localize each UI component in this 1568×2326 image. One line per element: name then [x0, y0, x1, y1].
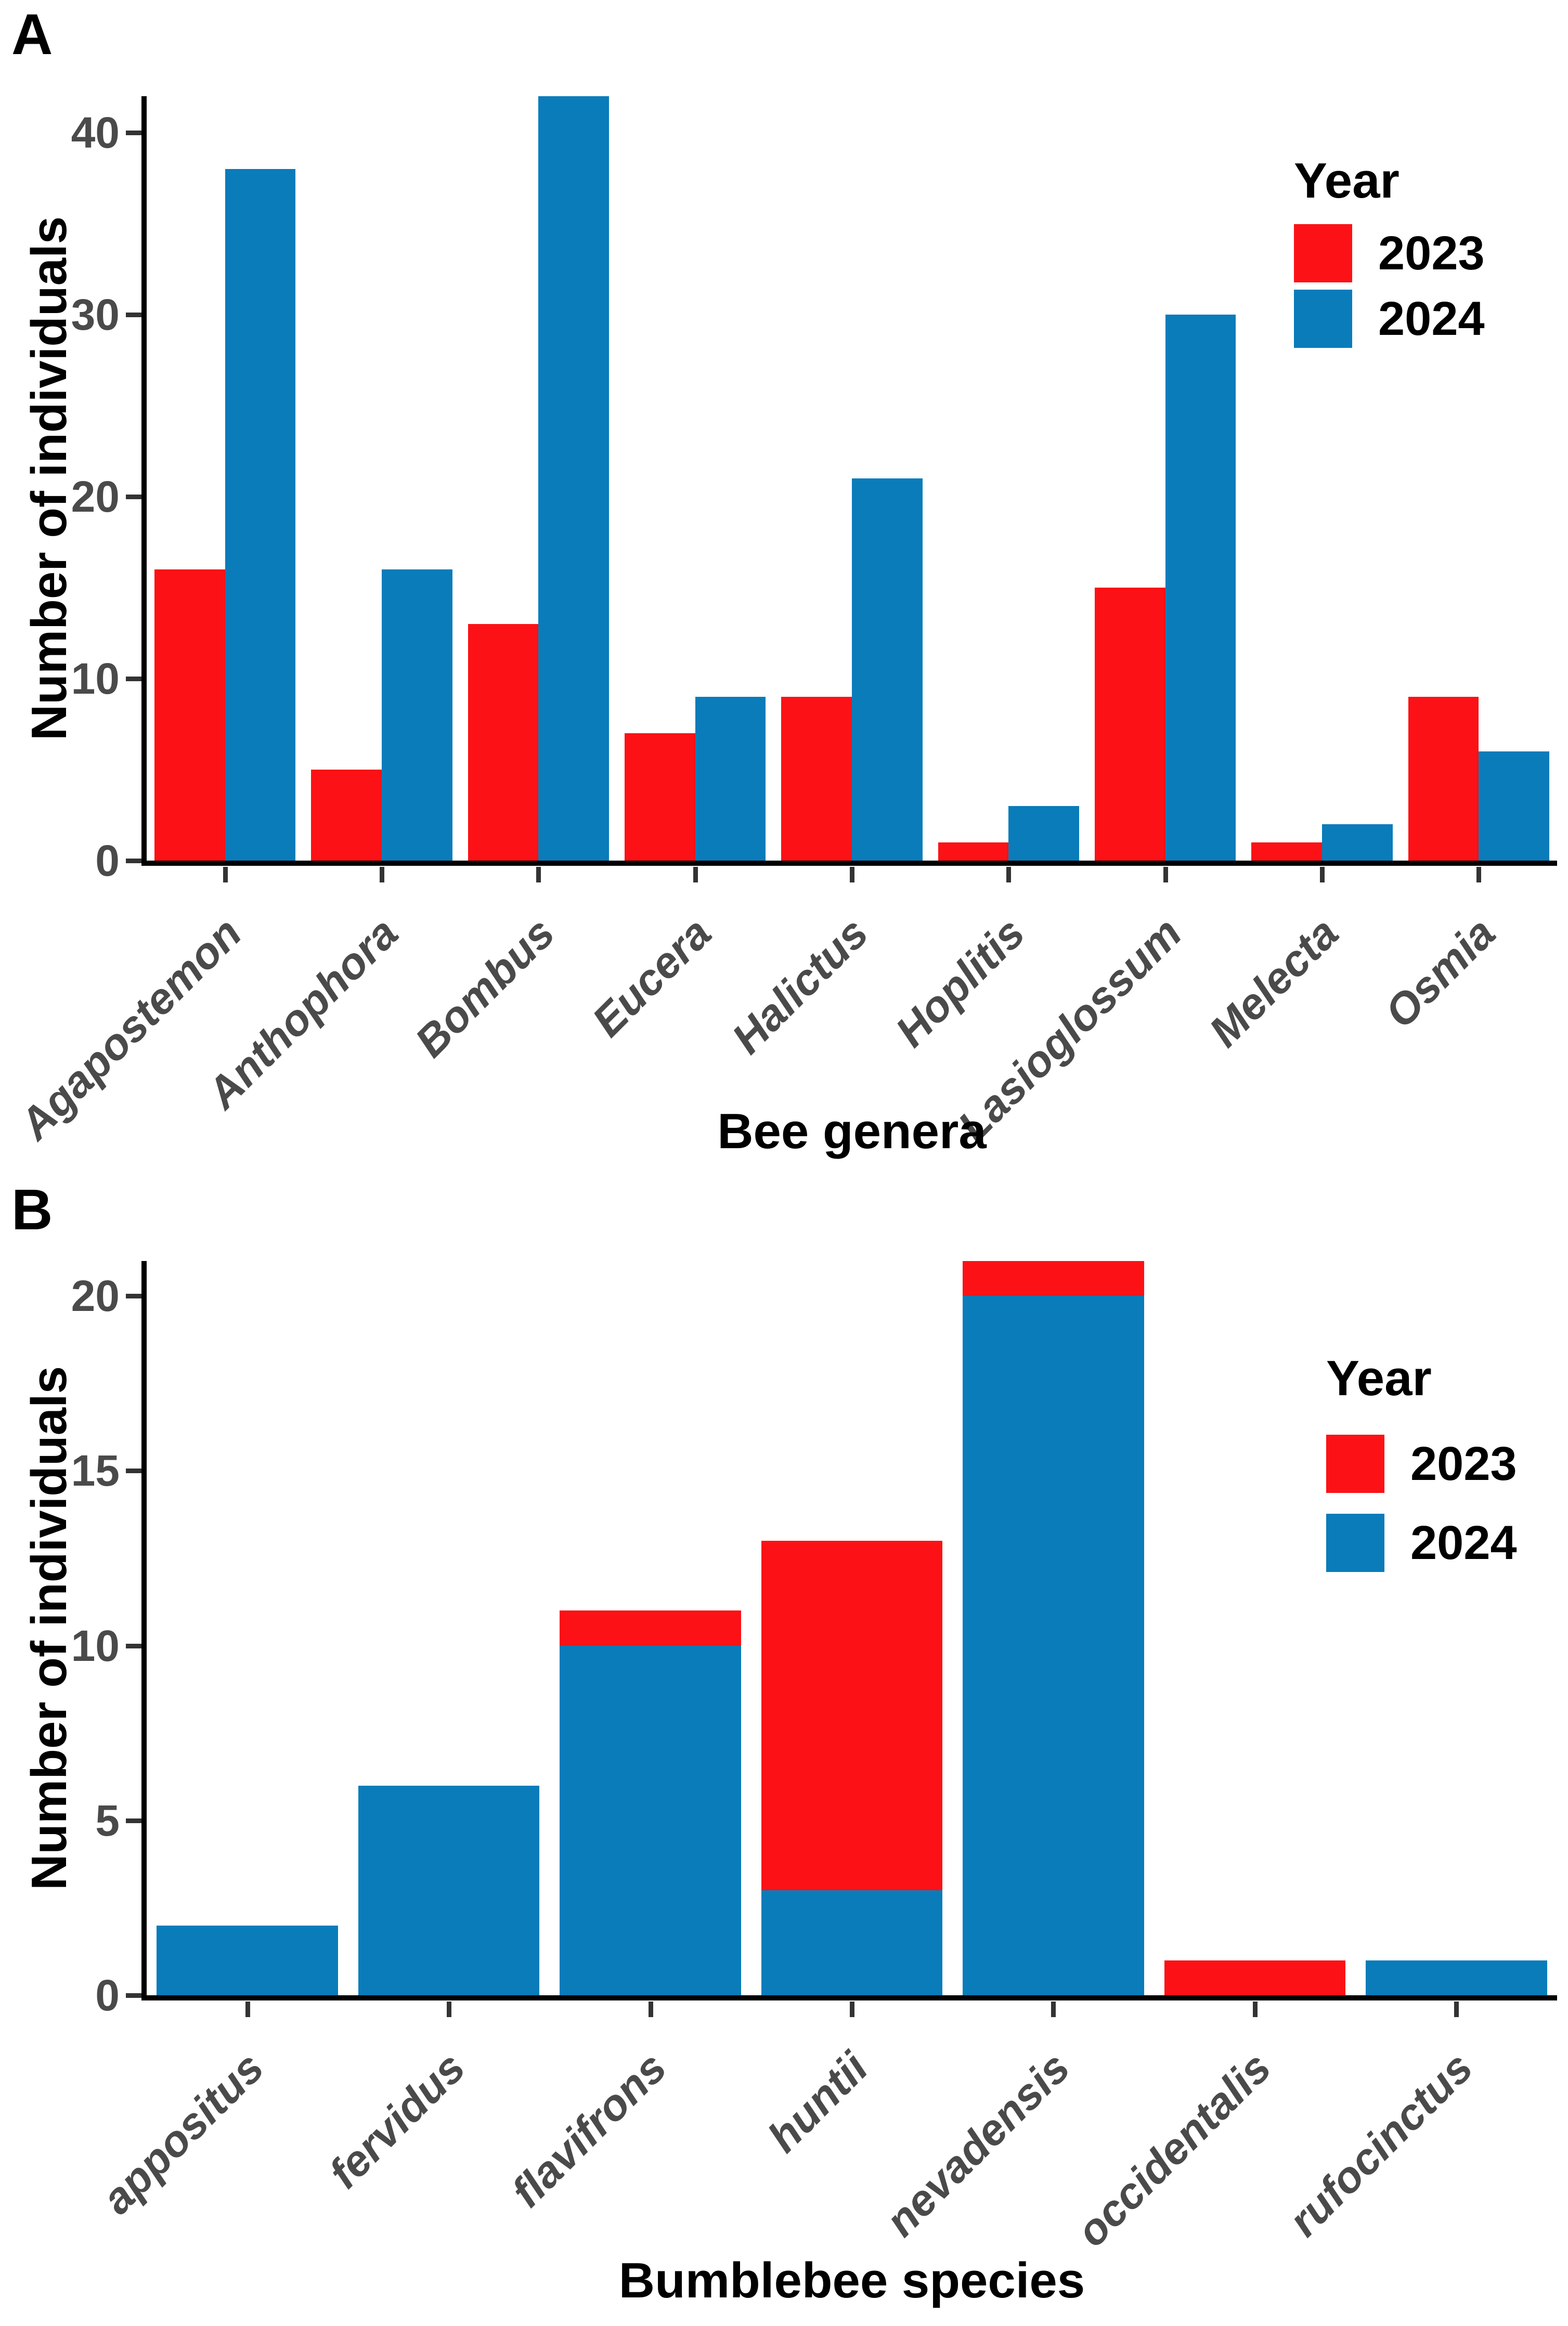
- y-tick-label-15: 15: [71, 1446, 120, 1496]
- bar-2024-Hoplitis: [1008, 806, 1079, 861]
- x-tick-label-appositus: appositus: [92, 2043, 273, 2224]
- x-tick-Osmia: [1476, 867, 1482, 882]
- x-tick-flavifrons: [648, 2002, 653, 2017]
- bar-2023-Agapostemon: [154, 569, 225, 861]
- x-tick-appositus: [245, 2002, 250, 2017]
- legend-label-2024: 2024: [1378, 292, 1485, 345]
- y-tick-label-20: 20: [71, 472, 120, 521]
- x-tick-fervidus: [447, 2002, 452, 2017]
- y-tick-30: [126, 313, 141, 317]
- x-axis-title-a: Bee genera: [717, 1103, 987, 1159]
- y-tick-label-0: 0: [95, 1971, 120, 2020]
- bar-2024-Halictus: [852, 478, 923, 861]
- x-tick-label-huntii: huntii: [758, 2043, 877, 2162]
- x-tick-label-flavifrons: flavifrons: [502, 2043, 676, 2217]
- x-tick-Hoplitis: [1006, 867, 1012, 882]
- bar-2023-Bombus: [468, 624, 539, 861]
- y-tick-label-40: 40: [71, 108, 120, 157]
- y-tick-10: [126, 677, 141, 681]
- legend-label-2024: 2024: [1410, 1516, 1517, 1569]
- bar-2024-huntii: [761, 1890, 943, 1995]
- y-tick-0: [126, 859, 141, 863]
- y-tick-20: [126, 495, 141, 499]
- legend-entry-2024: 2024: [1326, 1513, 1517, 1572]
- legend-label-2023: 2023: [1410, 1437, 1517, 1490]
- x-tick-nevadensis: [1051, 2002, 1056, 2017]
- bar-2024-Anthophora: [382, 569, 452, 861]
- y-tick-label-30: 30: [71, 290, 120, 339]
- legend-swatch-2024: [1326, 1513, 1384, 1572]
- x-tick-Agapostemon: [223, 867, 228, 882]
- x-tick-occidentalis: [1252, 2002, 1258, 2017]
- legend-swatch-2023: [1326, 1434, 1384, 1493]
- x-tick-label-rufocinctus: rufocinctus: [1279, 2043, 1482, 2246]
- x-tick-rufocinctus: [1454, 2002, 1459, 2017]
- y-tick-label-20: 20: [71, 1271, 120, 1321]
- legend-entry-2023: 2023: [1294, 224, 1485, 282]
- y-tick-label-5: 5: [95, 1796, 120, 1845]
- bar-2024-fervidus: [358, 1785, 540, 1995]
- x-tick-huntii: [850, 2002, 854, 2017]
- x-tick-label-nevadensis: nevadensis: [876, 2043, 1079, 2246]
- x-tick-Bombus: [536, 867, 541, 882]
- y-tick-label-0: 0: [95, 836, 120, 885]
- bar-2023-nevadensis: [963, 1261, 1144, 1296]
- legend-swatch-2023: [1294, 224, 1352, 282]
- x-tick-Melecta: [1320, 867, 1325, 882]
- panel-letter-b: B: [11, 1178, 53, 1242]
- y-tick-10: [126, 1643, 141, 1648]
- bar-2023-Anthophora: [311, 770, 382, 861]
- panel-letter-a: A: [11, 3, 53, 67]
- bar-2024-nevadensis: [963, 1296, 1144, 1995]
- x-axis-title-b: Bumblebee species: [618, 2253, 1085, 2308]
- y-tick-0: [126, 1993, 141, 1998]
- x-tick-label-occidentalis: occidentalis: [1067, 2043, 1280, 2256]
- x-tick-label-fervidus: fervidus: [319, 2043, 475, 2198]
- legend-a: Year 2023 2024: [1294, 153, 1485, 355]
- bar-2023-Eucera: [625, 733, 695, 861]
- legend-title-b: Year: [1326, 1350, 1432, 1406]
- bar-2024-rufocinctus: [1365, 1960, 1547, 1995]
- bar-2023-Osmia: [1408, 697, 1479, 861]
- bar-2023-flavifrons: [560, 1610, 741, 1646]
- legend-title-a: Year: [1294, 153, 1399, 209]
- bar-2024-Bombus: [538, 96, 609, 861]
- bar-2024-Agapostemon: [225, 169, 296, 861]
- bar-2023-huntii: [761, 1540, 943, 1891]
- y-tick-label-10: 10: [71, 1621, 120, 1670]
- x-tick-Lasioglossum: [1163, 867, 1168, 882]
- x-tick-Halictus: [850, 867, 854, 882]
- bar-2023-Hoplitis: [938, 842, 1009, 861]
- y-tick-label-10: 10: [71, 654, 120, 703]
- legend-entry-2024: 2024: [1294, 289, 1485, 348]
- y-tick-15: [126, 1469, 141, 1474]
- y-tick-40: [126, 131, 141, 135]
- legend-swatch-2024: [1294, 289, 1352, 348]
- legend-entry-2023: 2023: [1326, 1434, 1517, 1493]
- plot-area-a: 0 10 20 30 40 Agapostemon Anthophora Bombus Euce…: [10, 96, 1557, 1150]
- bar-2023-occidentalis: [1164, 1960, 1346, 1995]
- bar-2024-Osmia: [1479, 751, 1549, 861]
- y-tick-5: [126, 1818, 141, 1823]
- legend-label-2023: 2023: [1378, 226, 1485, 280]
- bar-2024-appositus: [157, 1925, 339, 1995]
- x-tick-Eucera: [693, 867, 698, 882]
- bar-2023-Halictus: [781, 697, 852, 861]
- bar-2024-Eucera: [695, 697, 766, 861]
- bar-2024-flavifrons: [560, 1645, 741, 1995]
- bar-2023-Lasioglossum: [1095, 588, 1165, 861]
- bar-2024-Melecta: [1322, 824, 1393, 861]
- bar-2023-Melecta: [1251, 842, 1322, 861]
- x-tick-Anthophora: [380, 867, 384, 882]
- y-tick-20: [126, 1294, 141, 1299]
- legend-b: Year 2023 2024: [1326, 1351, 1517, 1593]
- plot-area-b: 0 5 10 15 20 appositus fervidus flavifrons hunti…: [71, 1261, 1557, 2256]
- bar-2024-Lasioglossum: [1165, 315, 1236, 861]
